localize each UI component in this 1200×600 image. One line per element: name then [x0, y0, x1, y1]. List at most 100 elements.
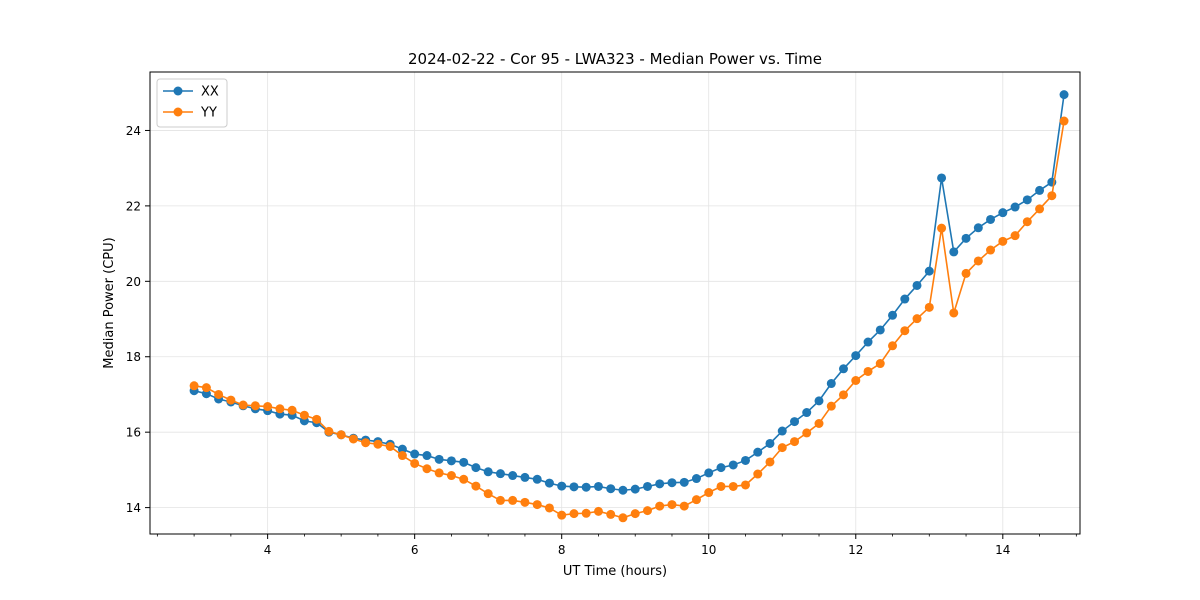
- legend-yy-marker: [173, 107, 183, 117]
- data-point-yy: [348, 434, 358, 444]
- data-point-xx: [544, 478, 554, 488]
- data-point-xx: [691, 474, 701, 484]
- data-point-xx: [397, 444, 407, 454]
- data-point-xx: [520, 472, 530, 482]
- y-tick-label: 20: [126, 275, 141, 289]
- data-point-xx: [508, 471, 518, 481]
- y-tick-label: 22: [126, 199, 141, 213]
- data-point-xx: [655, 479, 665, 489]
- data-point-yy: [238, 400, 248, 410]
- data-point-xx: [863, 337, 873, 347]
- data-point-yy: [1022, 217, 1032, 227]
- data-point-xx: [924, 266, 934, 276]
- y-axis-label: Median Power (CPU): [102, 237, 117, 368]
- data-point-xx: [569, 482, 579, 492]
- data-point-yy: [459, 474, 469, 484]
- data-point-xx: [998, 208, 1008, 218]
- data-point-yy: [630, 509, 640, 519]
- data-point-xx: [642, 481, 652, 491]
- y-tick-label: 14: [126, 501, 141, 515]
- data-point-yy: [704, 488, 714, 498]
- data-point-xx: [532, 474, 542, 484]
- data-point-yy: [385, 442, 395, 451]
- data-point-xx: [434, 454, 444, 464]
- data-point-yy: [973, 256, 983, 266]
- data-point-xx: [937, 173, 947, 183]
- data-point-yy: [765, 457, 775, 467]
- data-point-yy: [593, 506, 603, 516]
- x-tick-label: 4: [264, 543, 272, 557]
- legend-xx-label: XX: [201, 85, 219, 100]
- data-point-yy: [618, 513, 628, 523]
- plot-frame: [149, 71, 1081, 535]
- data-point-yy: [189, 381, 199, 391]
- data-point-xx: [630, 484, 640, 494]
- data-point-xx: [961, 233, 971, 243]
- data-point-yy: [557, 510, 567, 520]
- data-point-yy: [728, 481, 738, 491]
- data-point-xx: [593, 481, 603, 491]
- data-point-yy: [679, 501, 689, 511]
- data-point-yy: [508, 495, 518, 505]
- data-point-xx: [814, 396, 824, 406]
- data-point-yy: [802, 428, 812, 438]
- data-point-xx: [704, 468, 714, 478]
- data-point-xx: [581, 482, 591, 492]
- data-point-yy: [263, 402, 273, 412]
- data-point-yy: [483, 489, 493, 499]
- data-point-xx: [471, 463, 481, 473]
- data-point-yy: [949, 308, 959, 318]
- data-point-xx: [667, 478, 677, 488]
- data-point-yy: [838, 390, 848, 400]
- data-point-yy: [900, 326, 910, 336]
- data-point-xx: [875, 325, 885, 335]
- data-point-yy: [924, 302, 934, 312]
- data-point-yy: [753, 469, 763, 479]
- data-point-xx: [422, 451, 432, 461]
- data-point-xx: [888, 310, 898, 320]
- data-point-yy: [471, 481, 481, 491]
- data-point-yy: [299, 410, 309, 420]
- data-point-yy: [287, 405, 297, 415]
- data-point-xx: [1010, 202, 1020, 212]
- data-point-xx: [606, 484, 616, 494]
- plot-series: [189, 90, 1069, 523]
- data-point-xx: [949, 247, 959, 257]
- data-point-yy: [814, 419, 824, 428]
- data-point-xx: [765, 438, 775, 448]
- data-point-yy: [937, 223, 947, 233]
- x-tick-label: 8: [558, 543, 566, 557]
- chart-title: 2024-02-22 - Cor 95 - LWA323 - Median Po…: [408, 50, 822, 68]
- data-point-xx: [826, 379, 836, 389]
- data-point-xx: [790, 417, 800, 427]
- data-point-yy: [275, 404, 285, 414]
- data-point-yy: [691, 495, 701, 505]
- data-point-yy: [520, 497, 530, 507]
- series-yy: [189, 116, 1069, 523]
- data-point-xx: [495, 469, 505, 479]
- data-point-yy: [986, 245, 996, 255]
- data-point-xx: [483, 467, 493, 477]
- data-point-yy: [201, 383, 211, 393]
- data-point-yy: [544, 503, 554, 513]
- grid: [150, 72, 1080, 534]
- data-point-yy: [655, 501, 665, 511]
- data-point-yy: [961, 268, 971, 278]
- data-point-yy: [532, 500, 542, 510]
- data-point-yy: [312, 414, 322, 424]
- data-point-xx: [1059, 90, 1069, 100]
- data-point-xx: [838, 364, 848, 374]
- data-point-yy: [642, 506, 652, 516]
- data-point-xx: [851, 351, 861, 361]
- x-axis-label: UT Time (hours): [563, 564, 667, 579]
- x-tick-label: 14: [995, 543, 1010, 557]
- data-point-yy: [324, 426, 334, 436]
- data-point-yy: [434, 468, 444, 478]
- data-point-xx: [777, 426, 787, 436]
- data-point-xx: [1035, 185, 1045, 195]
- x-tick-label: 12: [848, 543, 863, 557]
- data-point-yy: [826, 401, 836, 411]
- data-point-xx: [679, 477, 689, 487]
- data-point-yy: [863, 366, 873, 376]
